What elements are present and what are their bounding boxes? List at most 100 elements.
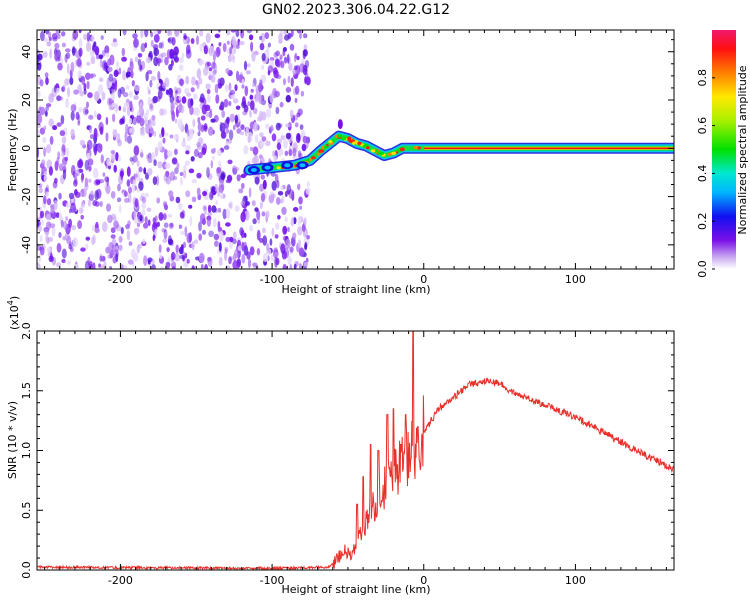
noise-blob [151,120,156,127]
noise-blob [232,231,237,240]
noise-blob [294,65,298,71]
snr-x-axis-label: Height of straight line (km) [281,583,430,596]
noise-blob [175,244,179,254]
figure-title: GN02.2023.306.04.22.G12 [262,2,450,18]
noise-blob [193,148,199,157]
noise-blob [231,35,236,46]
noise-blob [100,154,105,164]
noise-blob [201,147,207,156]
noise-blob [48,255,54,263]
noise-blob [299,31,302,40]
noise-blob [64,232,70,242]
noise-blob [286,184,291,195]
noise-blob [141,208,146,216]
track-blob-core [264,165,271,170]
noise-blob [241,101,247,109]
noise-blob [289,43,295,51]
noise-blob [215,94,220,104]
noise-blob [225,128,230,134]
noise-blob [80,214,84,220]
noise-blob [105,116,109,126]
noise-blob [228,202,232,209]
noise-blob [141,196,147,204]
noise-blob [86,80,90,90]
noise-blob [298,263,303,269]
noise-blob [241,84,245,89]
noise-blob [110,150,116,155]
noise-blob [210,160,214,169]
track-hotspot [364,143,369,147]
noise-blob [174,148,178,155]
noise-blob [72,237,79,248]
noise-blob [190,87,195,93]
noise-blob [87,199,92,207]
noise-blob [128,186,132,194]
noise-blob [177,202,183,210]
noise-blob [169,134,174,139]
snr-y-axis-label: SNR (10 * v/v) [6,401,19,479]
noise-blob [234,166,240,172]
noise-blob [256,229,261,241]
noise-blob [265,140,271,147]
noise-blob [248,187,252,198]
noise-blob [174,252,181,262]
noise-blob [261,53,266,62]
noise-blob [197,116,201,124]
noise-blob [243,60,248,71]
noise-blob [245,201,250,206]
noise-blob [200,115,206,121]
y-tick-label: 0 [20,145,33,152]
noise-blob [208,126,214,136]
noise-blob [256,91,260,103]
noise-blob [62,220,68,230]
x-tick-label: -200 [108,574,133,587]
noise-blob [256,248,261,256]
noise-blob [86,32,91,42]
noise-blob [251,200,256,207]
noise-blob [300,90,305,97]
noise-blob [199,43,203,52]
noise-blob [126,179,131,187]
track-hotspot [316,152,321,156]
noise-blob [251,157,256,164]
noise-blob [304,67,307,73]
noise-blob [152,95,158,104]
noise-blob [167,235,172,245]
noise-blob [221,110,226,118]
noise-blob [185,150,190,155]
noise-blob [157,70,161,81]
noise-blob [228,138,233,144]
noise-blob [166,150,173,158]
noise-blob [215,46,221,58]
noise-blob [241,78,245,86]
noise-blob [241,241,245,252]
noise-blob [167,38,171,43]
noise-blob [287,75,291,84]
noise-blob [62,84,66,92]
noise-blob [50,205,55,214]
noise-blob [267,42,271,48]
noise-blob [163,222,169,228]
noise-blob [115,253,119,263]
noise-blob [303,49,308,57]
noise-blob [85,72,91,81]
noise-blob [127,220,131,227]
x-tick-label: -200 [108,273,133,286]
noise-blob [249,109,252,118]
noise-blob [78,30,82,34]
noise-blob [61,31,66,37]
noise-blob [216,167,222,174]
noise-blob [169,94,174,104]
noise-blob [205,83,211,90]
noise-blob [190,38,195,44]
noise-blob [44,228,50,236]
noise-blob [78,207,84,214]
noise-blob [70,110,75,121]
noise-blob [276,197,281,205]
noise-blob [207,204,212,213]
noise-blob [143,222,149,229]
noise-blob [39,235,43,243]
noise-blob [235,105,241,110]
noise-blob [204,264,208,269]
noise-blob [132,33,138,39]
